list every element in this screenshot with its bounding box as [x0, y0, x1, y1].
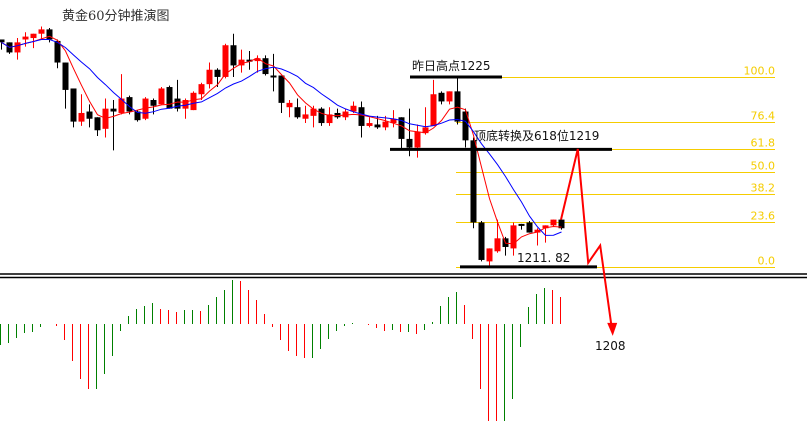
moving-averages: [1, 35, 562, 245]
candlesticks: [0, 26, 565, 266]
candle-down: [46, 29, 53, 40]
candle-down: [150, 100, 157, 106]
candle-up: [350, 105, 357, 112]
candle-down: [54, 40, 61, 63]
candle-down: [0, 39, 5, 43]
candle-down: [126, 97, 133, 112]
chart-title: 黄金60分钟推演图: [62, 8, 170, 24]
candle-down: [246, 59, 253, 62]
forecast-line: [560, 148, 613, 328]
candle-down: [230, 45, 237, 66]
fib-label: 100.0: [744, 65, 776, 78]
candle-down: [94, 117, 101, 131]
candle-down: [318, 108, 325, 124]
candle-down: [462, 111, 469, 141]
candle-up: [486, 248, 493, 262]
ma-line-10: [1, 39, 562, 236]
low-price-label: 1211. 82: [517, 251, 570, 265]
candle-up: [190, 92, 197, 111]
candle-up: [542, 225, 549, 229]
candle-up: [302, 114, 309, 119]
candle-down: [270, 75, 277, 78]
candle-up: [158, 88, 165, 105]
candle-up: [238, 59, 245, 66]
candle-down: [526, 222, 533, 233]
candle-down: [470, 140, 477, 223]
candle-down: [214, 69, 221, 77]
key-level-lines: [390, 75, 612, 269]
fibonacci-levels: 100.0 76.4 61.8 50.0 38.2 23.6 0.0: [456, 65, 775, 268]
candle-up: [390, 118, 397, 124]
candle-up: [206, 69, 213, 85]
fib-label: 61.8: [751, 137, 776, 150]
candle-up: [510, 225, 517, 249]
candle-up: [550, 219, 557, 226]
candle-down: [478, 222, 485, 260]
candle-up: [254, 58, 261, 62]
candle-up: [222, 45, 229, 77]
candle-down: [294, 107, 301, 118]
candle-up: [118, 98, 125, 113]
candle-up: [310, 108, 317, 116]
candle-up: [414, 131, 421, 148]
candle-up: [342, 111, 349, 118]
reversal-level-label: 顶底转换及618位1219: [474, 128, 599, 143]
candle-down: [358, 107, 365, 126]
candle-up: [494, 238, 501, 252]
candle-up: [78, 112, 85, 122]
yesterday-high-label: 昨日高点1225: [412, 58, 491, 73]
candle-up: [22, 36, 29, 40]
forecast-path: [560, 148, 618, 336]
candle-down: [278, 75, 285, 103]
candle-up: [534, 229, 541, 233]
arrow-down-icon: [607, 322, 618, 336]
macd-histogram: [0, 280, 561, 421]
candle-up: [446, 91, 453, 102]
candle-up: [182, 100, 189, 109]
candle-down: [62, 62, 69, 90]
candle-down: [166, 87, 173, 109]
candle-up: [38, 29, 45, 34]
candle-down: [454, 91, 461, 122]
candle-down: [110, 108, 117, 112]
fib-label: 50.0: [751, 160, 776, 173]
candle-down: [518, 223, 525, 226]
candle-up: [286, 102, 293, 108]
candle-down: [374, 124, 381, 128]
candle-up: [326, 114, 333, 124]
candle-down: [86, 111, 93, 119]
fib-label: 0.0: [758, 255, 776, 268]
candle-down: [438, 92, 445, 102]
ma-line-5: [1, 35, 562, 245]
candle-down: [134, 111, 141, 121]
candle-up: [14, 42, 21, 53]
candle-down: [558, 219, 565, 229]
fib-label: 76.4: [751, 110, 776, 123]
candle-down: [262, 58, 269, 75]
candle-down: [398, 117, 405, 139]
candle-down: [174, 98, 181, 109]
candle-up: [422, 127, 429, 134]
candle-up: [198, 84, 205, 95]
fib-label: 38.2: [751, 182, 776, 195]
candle-up: [30, 33, 37, 39]
candle-up: [430, 94, 437, 126]
candle-down: [406, 138, 413, 148]
fib-label: 23.6: [751, 210, 776, 223]
candle-up: [382, 121, 389, 128]
candle-up: [142, 98, 149, 119]
candle-down: [70, 88, 77, 122]
target-price-label: 1208: [595, 339, 626, 353]
candle-up: [366, 123, 373, 126]
